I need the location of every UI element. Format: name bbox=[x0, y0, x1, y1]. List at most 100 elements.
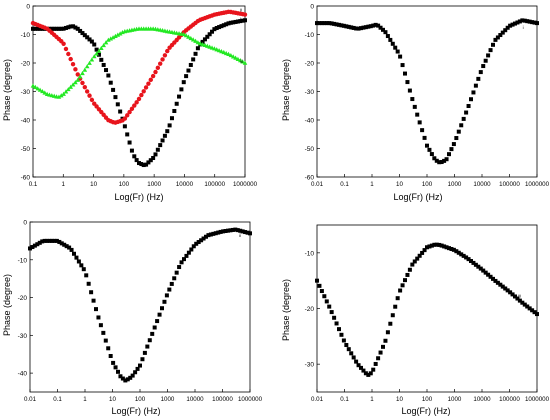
data-point bbox=[491, 276, 495, 281]
data-point bbox=[324, 299, 329, 304]
data-point bbox=[385, 330, 390, 335]
data-point bbox=[243, 18, 247, 23]
x-tick-label: 10000 bbox=[473, 181, 491, 188]
data-point bbox=[393, 45, 398, 50]
data-point bbox=[30, 83, 36, 88]
data-point bbox=[160, 57, 165, 62]
data-point bbox=[210, 29, 215, 34]
data-point bbox=[371, 367, 376, 372]
data-point bbox=[233, 55, 238, 60]
y-tick-label: 0 bbox=[310, 4, 314, 11]
data-point bbox=[99, 57, 104, 62]
data-point bbox=[473, 83, 478, 88]
data-point bbox=[341, 23, 346, 28]
data-point bbox=[224, 22, 229, 27]
data-point bbox=[238, 228, 243, 233]
data-point bbox=[108, 36, 114, 41]
data-point bbox=[76, 259, 81, 264]
x-tick-label: 1000000 bbox=[238, 396, 263, 403]
data-point bbox=[128, 375, 133, 380]
data-point bbox=[123, 378, 128, 383]
series-label: iii bbox=[518, 293, 521, 298]
y-tick-label: -50 bbox=[305, 146, 315, 153]
data-point bbox=[228, 52, 234, 58]
data-point bbox=[510, 22, 515, 27]
data-point bbox=[125, 113, 130, 118]
y-tick-label: -50 bbox=[21, 146, 31, 153]
data-point bbox=[99, 45, 104, 50]
x-tick-label: 100 bbox=[119, 181, 130, 188]
data-point bbox=[522, 302, 527, 307]
data-point bbox=[398, 54, 403, 59]
data-point bbox=[63, 89, 69, 94]
x-tick-label: 1000 bbox=[147, 181, 161, 188]
data-point bbox=[354, 359, 359, 364]
y-tick-label: -20 bbox=[21, 61, 31, 68]
data-point bbox=[341, 338, 346, 343]
data-point bbox=[373, 22, 378, 27]
data-point bbox=[417, 120, 422, 125]
data-point bbox=[56, 26, 61, 31]
data-point bbox=[390, 313, 395, 318]
data-point bbox=[179, 87, 184, 92]
data-point bbox=[503, 28, 508, 33]
data-point bbox=[508, 23, 513, 28]
x-tick-label: 10 bbox=[396, 181, 403, 188]
data-point bbox=[113, 95, 118, 100]
data-point bbox=[420, 250, 425, 255]
series-label: i bbox=[240, 16, 241, 21]
data-point bbox=[40, 239, 45, 244]
data-point bbox=[202, 37, 207, 42]
x-tick-label: 100000 bbox=[499, 181, 520, 188]
data-point bbox=[75, 77, 81, 82]
data-point bbox=[113, 365, 118, 370]
data-point bbox=[132, 103, 137, 108]
data-point bbox=[228, 20, 233, 25]
data-point bbox=[454, 136, 459, 141]
data-point bbox=[73, 25, 78, 30]
data-point bbox=[148, 77, 153, 83]
data-point bbox=[248, 231, 252, 236]
data-point bbox=[363, 25, 368, 30]
data-point bbox=[70, 62, 76, 67]
x-tick-label: 0.1 bbox=[53, 396, 62, 403]
data-point bbox=[193, 51, 198, 56]
y-tick-label: -60 bbox=[305, 175, 315, 182]
data-point bbox=[201, 236, 206, 241]
data-point bbox=[403, 71, 407, 76]
data-point bbox=[63, 46, 69, 52]
data-point bbox=[464, 110, 469, 115]
data-point bbox=[403, 278, 407, 283]
data-point bbox=[162, 299, 167, 304]
data-point bbox=[63, 25, 68, 30]
data-point bbox=[103, 40, 109, 45]
data-point bbox=[73, 80, 78, 85]
data-point bbox=[500, 284, 505, 289]
y-tick-label: -40 bbox=[21, 118, 31, 125]
data-point bbox=[155, 65, 161, 71]
data-point bbox=[395, 49, 400, 54]
x-tick-label: 100 bbox=[422, 396, 433, 403]
data-point bbox=[322, 294, 327, 299]
data-point bbox=[434, 242, 439, 247]
data-point bbox=[417, 253, 422, 258]
data-point bbox=[344, 24, 349, 29]
data-point bbox=[162, 53, 168, 58]
data-point bbox=[68, 24, 73, 29]
data-point bbox=[155, 147, 160, 152]
data-point bbox=[488, 274, 493, 279]
data-point bbox=[532, 310, 537, 315]
data-point bbox=[84, 64, 90, 69]
data-point bbox=[407, 267, 412, 272]
data-point bbox=[425, 245, 429, 250]
data-point bbox=[221, 23, 226, 28]
data-point bbox=[344, 343, 349, 348]
data-point bbox=[447, 246, 451, 251]
y-tick-label: -20 bbox=[18, 295, 28, 302]
data-point bbox=[381, 27, 385, 32]
data-point bbox=[359, 26, 363, 31]
data-point bbox=[388, 37, 393, 42]
data-point bbox=[141, 89, 146, 94]
data-point bbox=[349, 25, 354, 30]
x-tick-label: 0.1 bbox=[340, 181, 349, 188]
